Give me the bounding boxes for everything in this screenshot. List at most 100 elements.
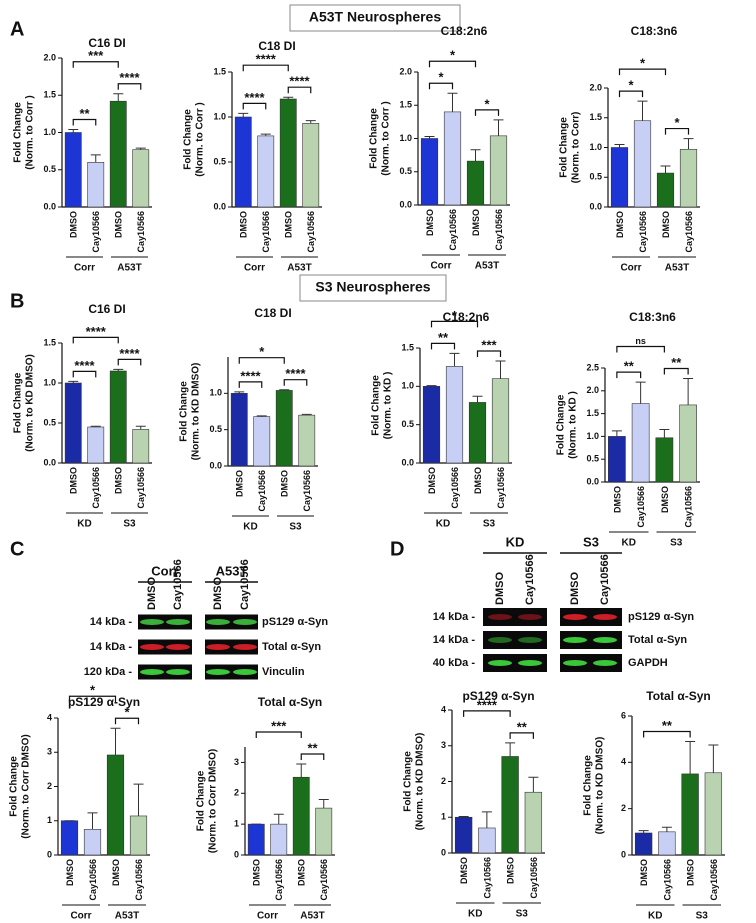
error-bar — [661, 826, 672, 832]
blot-size: 120 kDa - — [84, 666, 133, 678]
error-bar — [260, 133, 271, 136]
error-bar — [305, 120, 316, 124]
error-bar — [481, 811, 492, 828]
chart-title: Total α-Syn — [258, 695, 323, 709]
bar — [681, 773, 699, 856]
x-tick-label: DMSO — [506, 857, 516, 884]
group-label: KD — [243, 522, 257, 533]
error-bar — [470, 149, 481, 162]
x-tick-label: Cay10566 — [450, 467, 460, 509]
blot-band — [166, 619, 190, 625]
significance-label: ** — [517, 719, 528, 734]
x-tick-label: DMSO — [280, 470, 290, 497]
y-axis-label: Fold Change — [183, 109, 194, 170]
error-bar — [256, 415, 267, 417]
header: S3 Neurospheres — [315, 279, 430, 295]
blot-band — [563, 614, 587, 620]
blot-lane: Cay10566 — [172, 559, 184, 610]
y-axis-label: (Norm. to KD DMSO) — [191, 363, 202, 461]
error-bar — [449, 352, 460, 367]
bar — [655, 437, 674, 483]
error-bar — [708, 744, 719, 773]
bar — [87, 162, 105, 208]
blot-label: Total α-Syn — [628, 634, 687, 646]
blot-lane: Cay10566 — [239, 559, 251, 610]
chart-title: C18:2n6 — [443, 310, 490, 324]
blot-image — [205, 639, 258, 655]
blot-band — [488, 614, 512, 620]
error-bar — [505, 742, 516, 757]
y-axis-label: (Norm. to KD ) — [383, 372, 394, 440]
group-label: S3 — [696, 911, 709, 922]
x-tick-label: Cay10566 — [91, 467, 101, 509]
bar — [279, 98, 297, 208]
y-tick-label: 2.5 — [586, 362, 599, 372]
blot-band — [233, 669, 257, 675]
significance-bracket — [428, 60, 477, 68]
x-tick-label: DMSO — [284, 211, 294, 238]
significance-bracket — [238, 357, 285, 364]
blot-size: 14 kDa - — [433, 634, 476, 646]
x-tick-label: DMSO — [612, 486, 622, 513]
x-tick-label: Cay10566 — [709, 859, 719, 901]
y-tick-label: 1.0 — [43, 127, 56, 137]
significance-bracket — [618, 68, 667, 76]
bar — [315, 807, 333, 856]
significance-label: * — [90, 683, 96, 698]
y-tick-label: 1.5 — [213, 66, 226, 76]
blot-image — [138, 614, 192, 630]
significance-label: ** — [662, 718, 673, 733]
blot-band — [488, 660, 512, 666]
y-tick-label: 1.0 — [586, 431, 599, 441]
bar — [129, 815, 148, 856]
blot-label: Vinculin — [262, 666, 305, 678]
x-tick-label: DMSO — [615, 211, 625, 238]
significance-bracket — [72, 336, 119, 344]
bar — [445, 366, 464, 464]
x-tick-label: DMSO — [459, 857, 469, 884]
group-label: S3 — [516, 909, 529, 920]
y-tick-label: 1.0 — [399, 133, 412, 143]
x-tick-label: Cay10566 — [91, 211, 101, 253]
significance-label: * — [484, 96, 490, 111]
group-label: Corr — [244, 263, 265, 274]
y-axis-label: Fold Change — [179, 381, 190, 442]
y-tick-label: 2 — [441, 776, 446, 786]
error-bar — [447, 92, 458, 112]
blot-lane: Cay10566 — [524, 554, 536, 605]
significance-label: *** — [88, 48, 104, 63]
group-label: A53T — [300, 911, 324, 922]
blot-lane: DMSO — [212, 577, 224, 610]
significance-label: * — [450, 48, 456, 63]
bar — [64, 382, 82, 464]
error-bar — [296, 763, 307, 778]
significance-label: ns — [635, 336, 646, 346]
significance-label: ** — [438, 330, 449, 345]
blot-band — [233, 644, 257, 650]
bar — [132, 429, 150, 464]
significance-label: ** — [79, 106, 90, 121]
significance-label: * — [259, 344, 265, 359]
error-bar — [685, 740, 696, 774]
bar — [106, 754, 125, 856]
panel-label: A — [10, 18, 24, 40]
error-bar — [528, 776, 539, 793]
y-tick-label: 0.5 — [43, 164, 56, 174]
panel-label: C — [10, 538, 24, 560]
y-axis-label: Fold Change — [583, 755, 594, 816]
y-tick-label: 1.5 — [399, 100, 412, 110]
group-label: KD — [468, 909, 482, 920]
y-tick-label: 6 — [621, 710, 626, 720]
bar — [679, 148, 698, 208]
significance-bracket — [255, 731, 302, 738]
error-bar — [133, 783, 144, 816]
x-tick-label: DMSO — [252, 859, 262, 886]
y-axis-label: Fold Change — [403, 751, 414, 812]
significance-bracket — [287, 86, 312, 94]
blot-lane: DMSO — [569, 572, 581, 605]
x-tick-label: DMSO — [114, 467, 124, 494]
blot-image — [138, 639, 192, 655]
blot-label: Total α-Syn — [262, 641, 321, 653]
error-bar — [318, 798, 329, 809]
y-tick-label: 0 — [234, 849, 239, 859]
